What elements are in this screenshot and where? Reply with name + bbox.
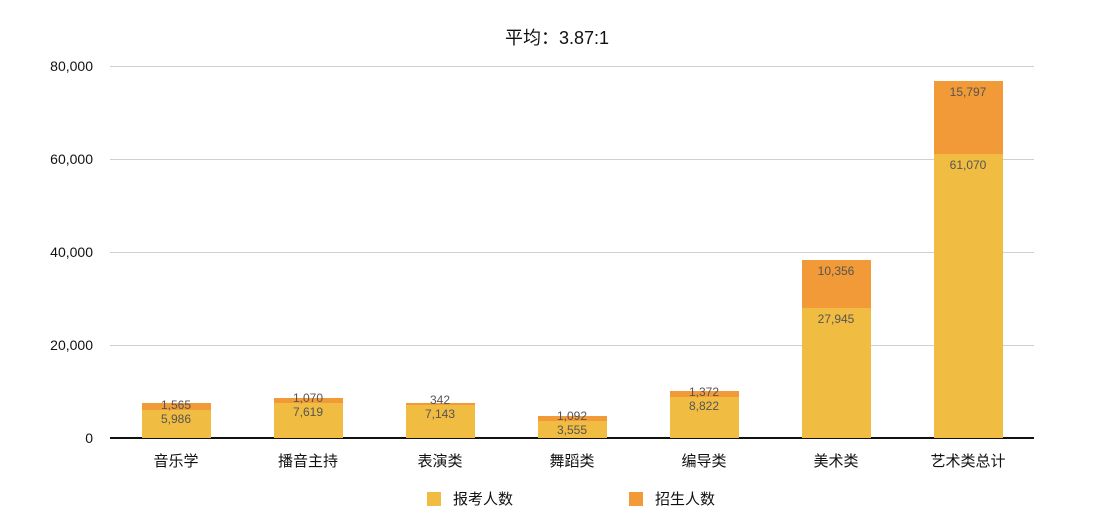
bar-segment-applicants[interactable] <box>141 410 211 438</box>
x-tick-label: 播音主持 <box>277 453 338 470</box>
y-tick-label: 0 <box>85 430 93 446</box>
y-tick-label: 80,000 <box>50 58 93 74</box>
legend-swatch-icon <box>427 491 441 506</box>
x-tick-label: 音乐学 <box>153 453 199 470</box>
gridline <box>110 66 1034 67</box>
data-label: 5,986 <box>160 412 192 427</box>
bar-segment-admissions[interactable] <box>801 259 871 309</box>
data-label: 1,070 <box>292 390 324 405</box>
x-tick-label: 美术类 <box>813 453 859 470</box>
bar-segment-applicants[interactable] <box>405 404 475 438</box>
data-label: 7,143 <box>424 407 456 422</box>
bar-segment-admissions[interactable] <box>933 80 1003 155</box>
bar-stack[interactable]: 27,945 10,356 <box>801 259 871 438</box>
data-label: 1,565 <box>160 398 192 413</box>
x-axis-line <box>110 437 1034 439</box>
bar-segment-admissions[interactable] <box>669 390 739 397</box>
y-tick-label: 40,000 <box>50 244 93 260</box>
bar-segment-applicants[interactable] <box>801 308 871 438</box>
bar-stack[interactable]: 8,822 1,372 <box>669 385 739 438</box>
bar-segment-applicants[interactable] <box>669 396 739 438</box>
x-tick-label: 表演类 <box>417 453 463 470</box>
y-tick-label: 20,000 <box>50 337 93 353</box>
data-label: 61,070 <box>949 158 987 173</box>
bar-segment-admissions[interactable] <box>273 397 343 403</box>
legend-label: 招生人数 <box>655 491 716 508</box>
data-label: 1,092 <box>556 409 588 424</box>
legend-item[interactable]: 招生人数 <box>629 488 715 509</box>
bar-segment-admissions[interactable] <box>537 416 607 422</box>
data-label: 3,555 <box>556 423 588 438</box>
bar-stack[interactable]: 7,619 1,070 <box>273 391 343 438</box>
x-tick-label: 艺术类总计 <box>930 453 1006 470</box>
bar-segment-admissions[interactable] <box>405 403 475 405</box>
bar-segment-applicants[interactable] <box>273 402 343 438</box>
bar-stack[interactable]: 5,986 1,565 <box>141 398 211 438</box>
x-tick-label: 编导类 <box>681 453 727 470</box>
bar-stack[interactable]: 7,143 342 <box>405 393 475 438</box>
legend-label: 报考人数 <box>453 491 514 508</box>
y-tick-label: 60,000 <box>50 151 93 167</box>
legend-swatch-icon <box>629 491 643 506</box>
plot-area: 5,986 1,565 7,619 1,070 7,143 342 3,555 1,092 8,… <box>110 66 1034 439</box>
data-label: 15,797 <box>949 84 987 99</box>
bar-segment-admissions[interactable] <box>141 402 211 411</box>
data-label: 27,945 <box>817 312 855 327</box>
data-label: 342 <box>429 392 451 407</box>
bar-segment-applicants[interactable] <box>537 421 607 438</box>
data-label: 8,822 <box>688 398 720 413</box>
data-label: 7,619 <box>292 404 324 419</box>
data-label: 10,356 <box>817 263 855 278</box>
gridline <box>110 345 1034 346</box>
data-label: 1,372 <box>688 385 720 399</box>
gridline <box>110 159 1034 160</box>
bar-segment-applicants[interactable] <box>933 154 1003 438</box>
gridline <box>110 252 1034 253</box>
legend-item[interactable]: 报考人数 <box>427 488 513 509</box>
chart-title: 平均：3.87:1 <box>504 28 610 48</box>
bar-stack[interactable]: 3,555 1,092 <box>537 409 607 438</box>
bar-stack[interactable]: 61,070 15,797 <box>933 80 1003 438</box>
x-tick-label: 舞蹈类 <box>549 453 595 470</box>
